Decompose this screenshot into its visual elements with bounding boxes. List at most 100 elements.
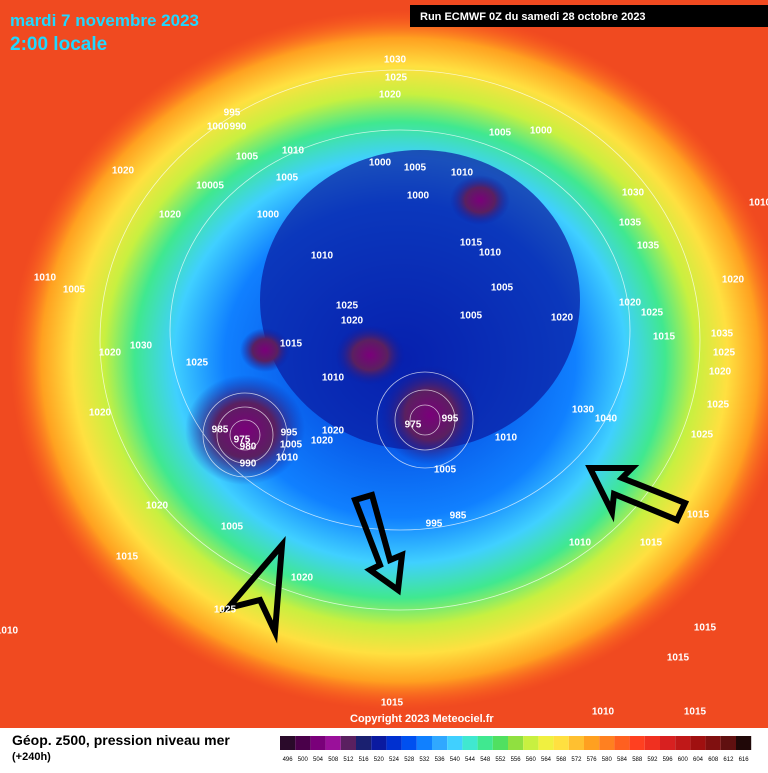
isobar-label: 1010 [0, 626, 19, 637]
isobar-label: 1020 [709, 367, 732, 378]
scale-label: 544 [465, 757, 476, 763]
isobar-label: 1015 [684, 707, 707, 718]
isobar-label: 1000 [407, 191, 430, 202]
scale-swatch [310, 736, 326, 750]
scale-swatch [736, 736, 752, 750]
scale-label: 536 [435, 757, 446, 763]
isobar-label: 1035 [637, 241, 660, 252]
scale-swatch [508, 736, 524, 750]
isobar-label: 1025 [186, 358, 209, 369]
isobar-label: 1005 [404, 163, 427, 174]
isobar-label: 1040 [595, 414, 618, 425]
scale-label: 564 [541, 757, 552, 763]
isobar-label: 985 [212, 425, 229, 436]
isobar-label: 1010 [479, 248, 502, 259]
scale-label: 576 [587, 757, 598, 763]
scale-label: 548 [480, 757, 491, 763]
isobar-label: 1000 [530, 126, 553, 137]
scale-swatch [584, 736, 600, 750]
scale-label: 520 [374, 757, 385, 763]
isobar-label: 995 [442, 414, 459, 425]
isobar-label: 1015 [640, 538, 663, 549]
lead-time: (+240h) [12, 751, 51, 763]
isobar-label: 1005 [236, 152, 259, 163]
isobar-label: 1020 [311, 436, 334, 447]
scale-label: 524 [389, 757, 400, 763]
arrow [351, 491, 406, 596]
isobar-label: 1025 [691, 430, 714, 441]
isobar-label: 1010 [282, 146, 305, 157]
scale-label: 580 [602, 757, 613, 763]
scale-swatch [568, 736, 584, 750]
scale-swatch [447, 736, 463, 750]
title: mardi 7 novembre 2023 [10, 11, 199, 30]
isobar-label: 1020 [99, 348, 122, 359]
isobar-label: 1020 [619, 298, 642, 309]
scale-label: 508 [328, 757, 339, 763]
scale-label: 616 [739, 757, 750, 763]
scale-swatch [386, 736, 402, 750]
isobar-label: 10005 [196, 181, 224, 192]
low-core [335, 325, 405, 385]
scale-label: 552 [495, 757, 506, 763]
run-info: Run ECMWF 0Z du samedi 28 octobre 2023 [420, 11, 646, 23]
low-core [380, 365, 480, 465]
isobar-label: 1015 [687, 510, 710, 521]
scale-label: 572 [571, 757, 582, 763]
scale-label: 612 [723, 757, 734, 763]
isobar-label: 1015 [116, 552, 139, 563]
isobar-label: 1010 [34, 273, 57, 284]
isobar-label: 975 [234, 435, 251, 446]
isobar-label: 1010 [451, 168, 474, 179]
low-core [450, 175, 510, 225]
isobar-label: 1005 [221, 522, 244, 533]
scale-swatch [553, 736, 569, 750]
scale-swatch [614, 736, 630, 750]
isobar-label: 1020 [146, 501, 169, 512]
scale-label: 568 [556, 757, 567, 763]
scale-label: 540 [450, 757, 461, 763]
isobar-label: 1015 [381, 698, 404, 709]
isobar-label: 1010 [569, 538, 592, 549]
isobar-label: 1010 [749, 198, 768, 209]
isobar-label: 1005 [489, 128, 512, 139]
isobar-label: 995 [224, 108, 241, 119]
scale-label: 592 [647, 757, 658, 763]
isobar-label: 1005 [63, 285, 86, 296]
scale-swatch [477, 736, 493, 750]
scale-swatch [295, 736, 311, 750]
scale-label: 608 [708, 757, 719, 763]
isobar-label: 985 [450, 511, 467, 522]
scale-label: 516 [359, 757, 370, 763]
scale-swatch [720, 736, 736, 750]
scale-swatch [492, 736, 508, 750]
scale-swatch [340, 736, 356, 750]
isobar-label: 1010 [311, 251, 334, 262]
isobar-label: 1030 [572, 405, 595, 416]
scale-swatch [416, 736, 432, 750]
isobar-label: 1025 [707, 400, 730, 411]
scale-label: 532 [419, 757, 430, 763]
scale-swatch [432, 736, 448, 750]
scale-label: 512 [343, 757, 354, 763]
scale-label: 528 [404, 757, 415, 763]
scale-label: 500 [298, 757, 309, 763]
scale-swatch [675, 736, 691, 750]
low-core [260, 150, 580, 450]
scale-swatch [644, 736, 660, 750]
scale-label: 596 [663, 757, 674, 763]
scale-swatch [280, 736, 296, 750]
run-box [410, 5, 768, 27]
scale-swatch [462, 736, 478, 750]
scale-label: 604 [693, 757, 704, 763]
isobar-label: 1015 [653, 332, 676, 343]
isobar-label: 1005 [276, 173, 299, 184]
scale-swatch [705, 736, 721, 750]
isobar-label: 1015 [460, 238, 483, 249]
scale-swatch [629, 736, 645, 750]
isobar-label: 1020 [722, 275, 745, 286]
isobar-label: 1010 [276, 453, 299, 464]
caption: Géop. z500, pression niveau mer [12, 732, 230, 748]
scale-label: 504 [313, 757, 324, 763]
isobar-label: 1035 [711, 329, 734, 340]
